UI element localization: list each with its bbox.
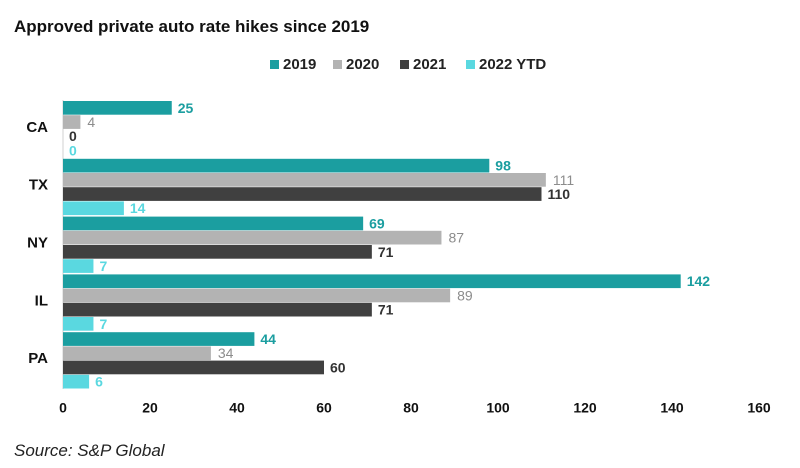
x-tick-label: 120 — [573, 400, 597, 416]
data-label: 34 — [218, 345, 234, 361]
bar — [63, 101, 172, 115]
category-label: TX — [29, 177, 48, 194]
data-label: 98 — [495, 158, 511, 174]
bar — [63, 173, 546, 187]
bar — [63, 274, 681, 289]
bar — [63, 259, 94, 273]
data-label: 0 — [69, 128, 77, 144]
bar — [63, 158, 490, 173]
source-note: Source: S&P Global — [14, 441, 165, 460]
data-label: 89 — [457, 287, 473, 303]
x-tick-label: 80 — [403, 400, 419, 416]
x-tick-label: 0 — [59, 400, 67, 416]
x-tick-label: 40 — [229, 400, 245, 416]
x-tick-label: 160 — [747, 400, 771, 416]
legend-item: 2020 — [333, 56, 379, 73]
category-label: PA — [28, 350, 48, 367]
legend-label: 2022 YTD — [479, 56, 547, 73]
data-label: 6 — [95, 374, 103, 390]
bar — [63, 216, 364, 231]
x-tick-label: 140 — [660, 400, 684, 416]
data-label: 71 — [378, 244, 394, 260]
data-label: 7 — [99, 316, 107, 332]
chart-title: Approved private auto rate hikes since 2… — [14, 17, 370, 36]
bar — [63, 201, 124, 216]
legend-swatch — [270, 60, 279, 69]
category-label: NY — [27, 234, 48, 251]
legend-item: 2019 — [270, 56, 316, 73]
data-label: 110 — [548, 186, 571, 202]
data-label: 60 — [330, 359, 346, 375]
data-label: 71 — [378, 302, 394, 318]
legend-item: 2021 — [400, 56, 446, 73]
legend-item: 2022 YTD — [466, 56, 546, 73]
bar — [63, 187, 542, 201]
legend-label: 2021 — [413, 56, 447, 73]
category-label: IL — [35, 292, 48, 309]
bar — [63, 230, 442, 245]
bar — [63, 302, 372, 317]
bar — [63, 115, 81, 129]
x-tick-label: 100 — [486, 400, 510, 416]
legend-swatch — [333, 60, 342, 69]
data-label: 44 — [260, 331, 276, 347]
data-label: 69 — [369, 215, 385, 231]
bar — [63, 288, 451, 303]
legend-label: 2020 — [346, 56, 380, 73]
bar — [63, 360, 324, 375]
bar — [63, 317, 94, 331]
data-label: 87 — [448, 230, 464, 246]
x-tick-label: 20 — [142, 400, 158, 416]
data-label: 0 — [69, 142, 77, 158]
bar — [63, 245, 372, 259]
data-label: 111 — [553, 172, 574, 188]
legend-swatch — [466, 60, 475, 69]
data-label: 4 — [87, 114, 95, 130]
data-label: 14 — [130, 200, 146, 216]
x-tick-label: 60 — [316, 400, 332, 416]
data-label: 142 — [687, 273, 711, 289]
data-label: 25 — [178, 100, 194, 116]
bar — [63, 346, 211, 361]
legend-swatch — [400, 60, 409, 69]
legend-label: 2019 — [283, 56, 317, 73]
bar — [63, 374, 90, 389]
data-label: 7 — [99, 258, 107, 274]
bar — [63, 332, 255, 346]
category-label: CA — [26, 119, 48, 136]
